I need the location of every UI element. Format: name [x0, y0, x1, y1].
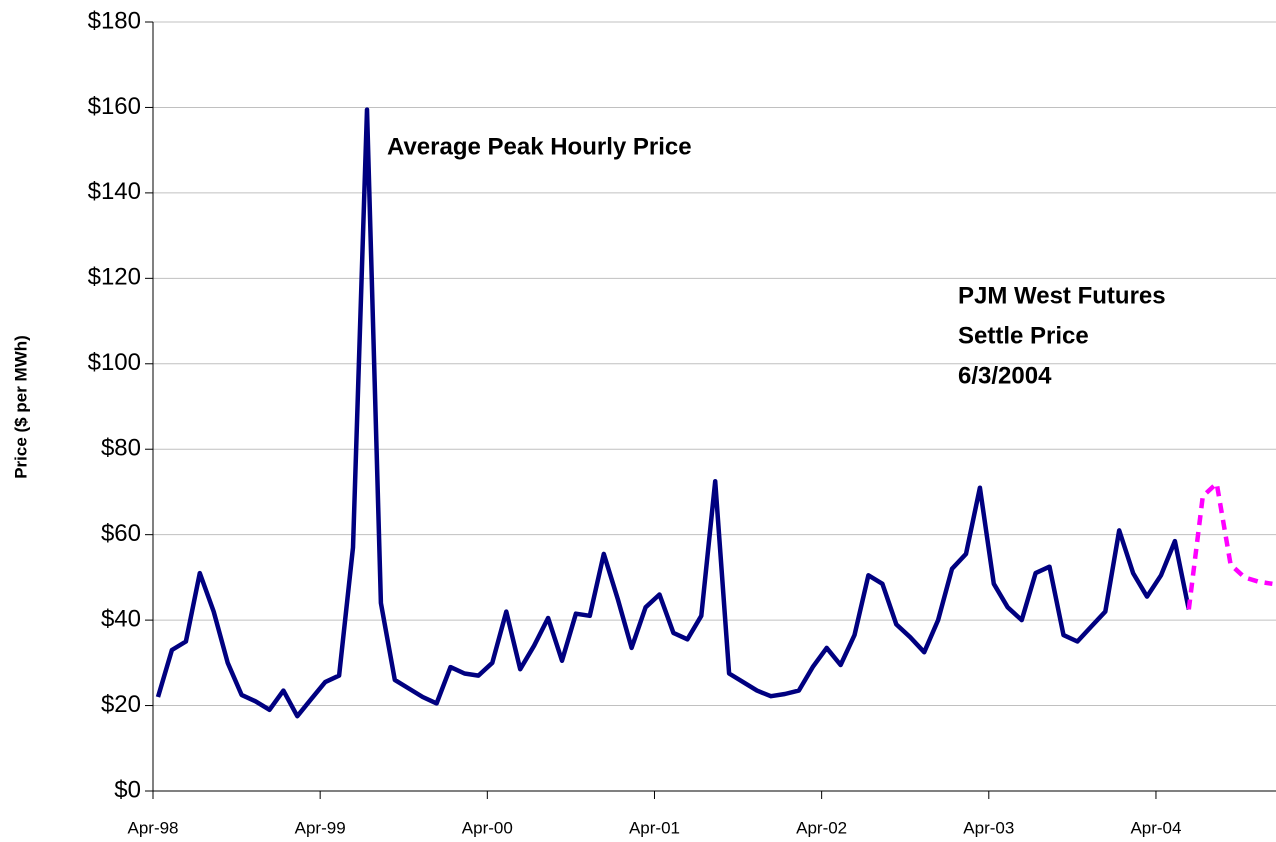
x-tick-label: Apr-00 [462, 818, 513, 837]
x-tick-label: Apr-04 [1130, 818, 1181, 837]
annotation: 6/3/2004 [958, 362, 1052, 389]
y-tick-label: $140 [88, 178, 141, 205]
line-series [1186, 481, 1273, 610]
x-tick-label: Apr-98 [127, 818, 178, 837]
y-tick-label: $160 [88, 93, 141, 120]
x-tick-label: Apr-02 [796, 818, 847, 837]
y-tick-label: $180 [88, 7, 141, 34]
annotation: Settle Price [958, 322, 1089, 349]
y-axis-label: Price ($ per MWh) [11, 335, 30, 479]
series-label: Average Peak Hourly Price [387, 133, 692, 160]
line-series [155, 107, 1192, 719]
annotation: PJM West Futures [958, 282, 1166, 309]
y-tick-label: $0 [114, 776, 141, 803]
y-tick-label: $100 [88, 349, 141, 376]
y-tick-label: $120 [88, 264, 141, 291]
x-tick-label: Apr-03 [963, 818, 1014, 837]
y-tick-label: $20 [101, 691, 141, 718]
y-tick-label: $60 [101, 520, 141, 547]
y-tick-label: $40 [101, 605, 141, 632]
x-tick-label: Apr-01 [629, 818, 680, 837]
x-tick-label: Apr-99 [295, 818, 346, 837]
y-tick-label: $80 [101, 435, 141, 462]
